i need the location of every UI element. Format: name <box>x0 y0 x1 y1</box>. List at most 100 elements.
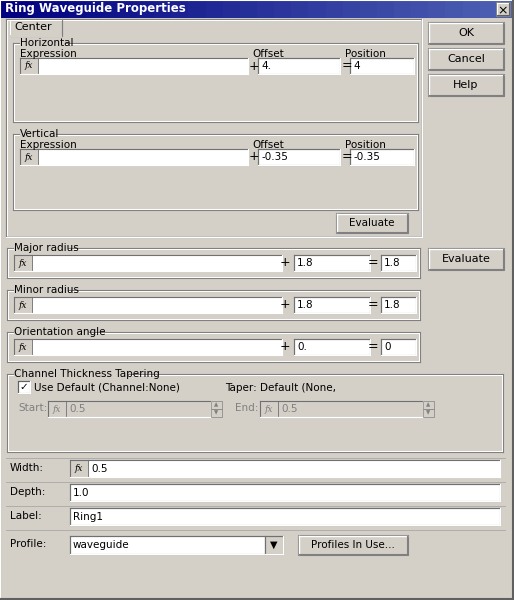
Text: Cancel: Cancel <box>447 54 485 64</box>
Bar <box>6 19 422 237</box>
Bar <box>497 0 514 18</box>
Bar <box>428 0 447 18</box>
Text: ▼: ▼ <box>214 410 218 415</box>
Bar <box>51 0 69 18</box>
Bar <box>463 0 481 18</box>
Bar <box>48 401 66 417</box>
Bar <box>154 0 172 18</box>
Bar <box>258 58 340 74</box>
Text: Evaluate: Evaluate <box>349 218 395 228</box>
Bar <box>278 401 423 417</box>
Bar <box>103 0 121 18</box>
Bar <box>88 460 500 477</box>
Text: +: + <box>280 340 290 353</box>
Text: fx: fx <box>19 301 27 310</box>
Bar <box>211 401 222 409</box>
Bar <box>381 297 416 313</box>
Bar <box>70 484 500 501</box>
Text: Expression: Expression <box>20 140 77 150</box>
Bar <box>20 58 38 74</box>
Text: ▼: ▼ <box>427 410 431 415</box>
Bar <box>32 297 282 313</box>
Bar <box>86 0 104 18</box>
Bar <box>294 297 370 313</box>
Bar <box>14 339 32 355</box>
Bar <box>325 0 344 18</box>
Bar <box>38 58 248 74</box>
Text: 4.: 4. <box>261 61 271 71</box>
Bar <box>423 409 434 417</box>
Text: fx: fx <box>265 404 273 413</box>
Text: ▲: ▲ <box>427 403 431 407</box>
Text: =: = <box>342 151 353 163</box>
Bar <box>70 536 265 554</box>
Bar <box>211 409 222 417</box>
Bar <box>411 0 429 18</box>
Bar <box>223 0 241 18</box>
Text: 4: 4 <box>353 61 360 71</box>
Text: 0.5: 0.5 <box>69 404 85 414</box>
Bar <box>298 535 408 555</box>
Text: 1.8: 1.8 <box>384 258 400 268</box>
Text: Position: Position <box>345 140 386 150</box>
Bar <box>265 536 283 554</box>
Bar <box>137 0 155 18</box>
Text: Ring Waveguide Properties: Ring Waveguide Properties <box>5 2 186 15</box>
Bar <box>294 255 370 271</box>
Bar <box>66 401 211 417</box>
Text: Center: Center <box>14 22 51 32</box>
Text: Label:: Label: <box>10 511 42 521</box>
Text: Offset: Offset <box>252 140 284 150</box>
Bar <box>10 20 62 36</box>
Text: 1.8: 1.8 <box>297 300 314 310</box>
Bar <box>428 248 504 270</box>
Text: Evaluate: Evaluate <box>442 254 490 264</box>
Bar <box>17 0 35 18</box>
Text: Profiles In Use...: Profiles In Use... <box>311 540 395 550</box>
Bar <box>377 0 395 18</box>
Text: Minor radius: Minor radius <box>14 285 79 295</box>
Text: End:: End: <box>235 403 259 413</box>
Text: waveguide: waveguide <box>73 540 130 550</box>
Text: Expression: Expression <box>20 49 77 59</box>
Bar <box>381 255 416 271</box>
Text: Horizontal: Horizontal <box>20 38 74 48</box>
Bar <box>189 0 207 18</box>
Bar <box>258 149 340 165</box>
Bar <box>70 460 88 477</box>
Bar <box>423 401 434 409</box>
Text: Vertical: Vertical <box>20 129 60 139</box>
Text: +: + <box>249 151 260 163</box>
Text: 0.5: 0.5 <box>91 463 107 473</box>
Bar <box>446 0 464 18</box>
Text: fx: fx <box>25 152 33 161</box>
Text: Orientation angle: Orientation angle <box>14 327 105 337</box>
Text: Width:: Width: <box>10 463 44 473</box>
Bar <box>171 0 190 18</box>
Text: -0.35: -0.35 <box>261 152 288 162</box>
Text: ×: × <box>498 4 508 17</box>
Bar <box>343 0 361 18</box>
Bar <box>496 2 510 16</box>
Text: Profile:: Profile: <box>10 539 46 549</box>
Bar <box>32 339 282 355</box>
Text: fx: fx <box>19 259 27 268</box>
Text: fx: fx <box>19 343 27 352</box>
Text: ▲: ▲ <box>214 403 218 407</box>
Bar <box>70 508 500 525</box>
Bar <box>38 149 248 165</box>
Text: fx: fx <box>53 404 61 413</box>
Text: 0: 0 <box>384 342 391 352</box>
Bar <box>18 381 30 393</box>
Bar <box>120 0 138 18</box>
Bar <box>428 48 504 70</box>
Bar <box>381 339 416 355</box>
Bar <box>428 74 504 96</box>
Bar <box>294 339 370 355</box>
Bar <box>260 401 278 417</box>
Text: fx: fx <box>75 464 83 473</box>
Text: =: = <box>368 298 378 311</box>
Text: Position: Position <box>345 49 386 59</box>
Text: +: + <box>249 59 260 73</box>
Text: =: = <box>342 59 353 73</box>
